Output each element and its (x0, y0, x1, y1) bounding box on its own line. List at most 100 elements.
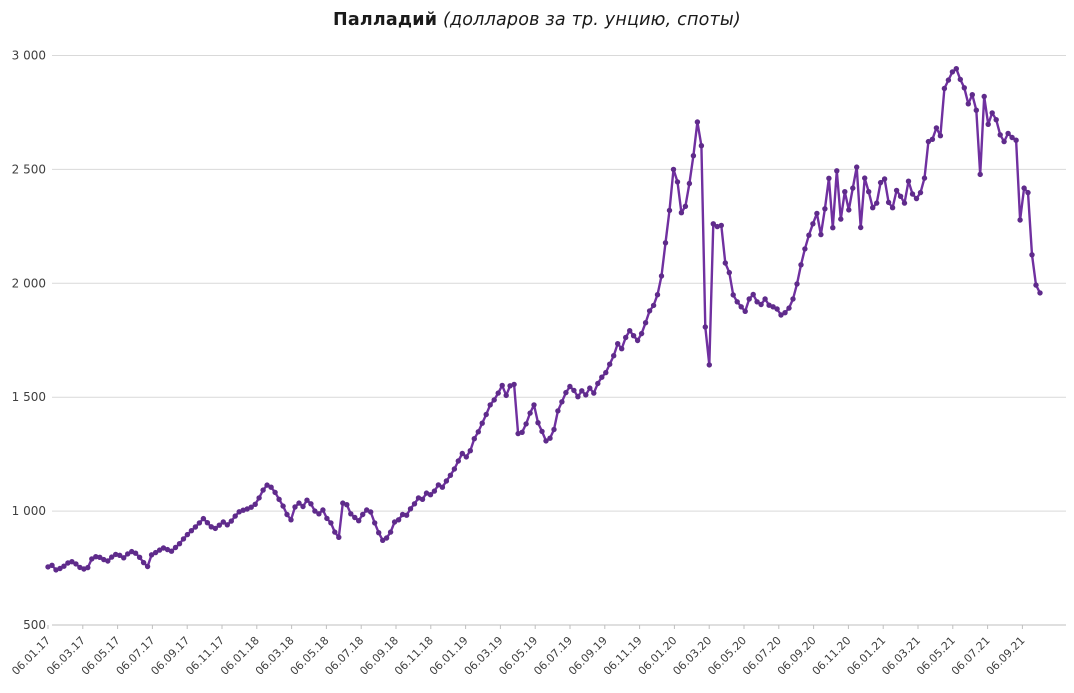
data-point-marker (897, 193, 904, 199)
data-point-marker (989, 110, 995, 116)
data-point-marker (627, 328, 633, 334)
data-point-marker (893, 187, 900, 194)
data-point-marker (786, 305, 792, 311)
data-point-marker (272, 489, 278, 496)
data-point-marker (866, 189, 872, 195)
data-point-marker (152, 549, 159, 556)
data-point-marker (630, 333, 637, 339)
data-point-marker (686, 180, 693, 187)
data-point-marker (742, 308, 748, 314)
data-point-marker (563, 389, 569, 396)
data-point-marker (132, 550, 139, 556)
data-point-marker (822, 206, 828, 212)
data-point-marker (945, 77, 952, 83)
data-point-marker (463, 454, 469, 460)
data-point-marker (168, 548, 175, 554)
data-point-marker (467, 448, 473, 454)
data-point-marker (854, 164, 860, 170)
data-point-marker (814, 210, 820, 217)
data-point-marker (571, 387, 577, 394)
data-point-marker (475, 429, 481, 435)
data-point-marker (547, 435, 553, 441)
data-point-marker (360, 511, 366, 518)
y-axis-tick-label: 3 000 (12, 49, 46, 63)
data-point-marker (105, 558, 111, 564)
data-point-marker (479, 420, 485, 426)
data-point-marker (746, 296, 752, 302)
data-point-marker (794, 281, 800, 287)
data-point-marker (395, 517, 402, 523)
data-point-marker (858, 224, 864, 231)
data-point-marker (204, 520, 211, 526)
data-point-marker (328, 520, 334, 526)
data-point-marker (965, 101, 971, 107)
data-point-marker (73, 561, 79, 567)
data-point-marker (623, 334, 629, 341)
data-point-marker (758, 301, 764, 308)
data-point-marker (734, 299, 740, 305)
data-point-marker (435, 482, 442, 488)
data-point-marker (941, 85, 948, 92)
data-point-marker (93, 554, 99, 560)
data-point-marker (838, 216, 844, 222)
data-point-marker (810, 221, 816, 227)
data-point-marker (730, 292, 736, 298)
data-point-marker (925, 138, 932, 145)
data-point-marker (917, 189, 924, 196)
data-point-marker (180, 536, 187, 542)
data-point-marker (443, 478, 450, 484)
data-point-marker (503, 392, 509, 399)
data-point-marker (774, 306, 780, 312)
data-point-marker (459, 450, 465, 457)
data-point-marker (312, 508, 318, 514)
data-point-marker (140, 559, 147, 566)
data-point-marker (905, 178, 912, 184)
data-point-marker (937, 133, 944, 139)
data-point-marker (929, 136, 936, 142)
data-point-marker (567, 383, 573, 390)
data-point-marker (702, 324, 708, 330)
data-point-marker (1013, 137, 1019, 143)
data-point-marker (336, 534, 342, 540)
data-point-marker (256, 495, 262, 501)
data-point-marker (913, 195, 920, 202)
data-point-marker (957, 76, 963, 83)
data-point-marker (977, 171, 983, 178)
data-point-marker (292, 504, 298, 510)
y-axis-tick-label: 500 (23, 618, 46, 632)
data-point-marker (583, 392, 589, 398)
data-point-marker (499, 382, 505, 389)
chart-title-subtitle: (долларов за тр. унцию, споты) (442, 10, 741, 30)
data-point-marker (380, 537, 386, 543)
data-point-marker (471, 436, 477, 442)
data-point-marker (762, 296, 768, 302)
data-point-marker (997, 132, 1003, 138)
data-point-marker (885, 199, 892, 206)
data-point-marker (698, 143, 705, 149)
data-point-marker (1005, 130, 1011, 137)
data-point-marker (276, 496, 282, 502)
data-point-marker (634, 337, 641, 344)
data-point-marker (993, 117, 999, 123)
data-point-marker (487, 402, 493, 408)
data-point-marker (427, 492, 434, 498)
data-point-marker (862, 175, 868, 181)
data-point-marker (881, 176, 888, 182)
data-point-marker (324, 515, 330, 522)
data-point-marker (1029, 252, 1035, 258)
data-point-marker (523, 421, 529, 427)
data-point-marker (722, 260, 728, 266)
data-point-marker (69, 559, 75, 565)
data-point-marker (228, 518, 234, 524)
data-point-marker (750, 291, 756, 298)
y-axis-tick-label: 2 000 (12, 276, 46, 290)
data-point-marker (188, 528, 195, 534)
data-point-marker (901, 200, 908, 206)
chart-title: Палладий (долларов за тр. унцию, споты) (0, 10, 1074, 30)
data-point-marker (802, 246, 808, 252)
data-point-marker (662, 240, 669, 246)
y-axis-tick-label: 2 500 (12, 162, 46, 176)
data-point-marker (260, 487, 266, 493)
